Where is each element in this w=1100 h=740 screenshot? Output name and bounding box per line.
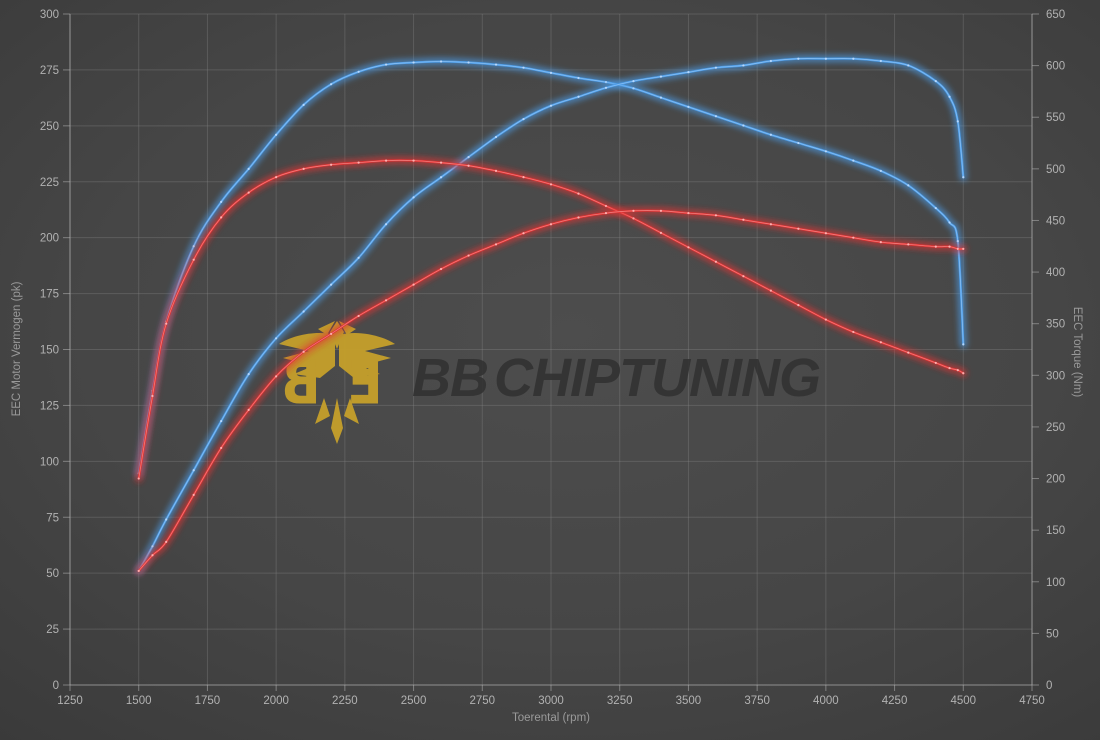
emblem-glyph-right: E <box>347 346 383 418</box>
svg-text:650: 650 <box>1046 9 1065 21</box>
svg-text:450: 450 <box>1046 215 1065 227</box>
svg-text:4500: 4500 <box>950 695 976 707</box>
svg-text:200: 200 <box>40 233 59 245</box>
svg-text:2750: 2750 <box>469 695 495 707</box>
svg-text:1250: 1250 <box>57 695 83 707</box>
y-right-axis-title: EEC Torque (Nm) <box>1071 306 1083 398</box>
svg-text:600: 600 <box>1046 61 1065 73</box>
svg-text:125: 125 <box>40 400 59 412</box>
blue-power-curve <box>134 54 968 576</box>
gridlines <box>69 13 1033 685</box>
x-tick-labels: 1250 1500 1750 2000 2250 2500 2750 3000 3250 3500… <box>57 695 1045 707</box>
svg-text:275: 275 <box>40 65 59 77</box>
svg-text:400: 400 <box>1046 267 1065 279</box>
red-power-markers <box>137 209 965 573</box>
svg-text:3250: 3250 <box>607 695 633 707</box>
svg-text:250: 250 <box>1046 422 1065 434</box>
red-power-curve <box>134 206 968 576</box>
svg-text:100: 100 <box>40 456 59 468</box>
svg-text:4750: 4750 <box>1019 695 1045 707</box>
svg-text:300: 300 <box>40 9 59 21</box>
svg-text:300: 300 <box>1046 370 1065 382</box>
blue-torque-curve <box>134 57 968 478</box>
svg-text:50: 50 <box>46 568 59 580</box>
svg-text:2000: 2000 <box>263 695 289 707</box>
blue-power-markers <box>137 57 965 573</box>
svg-text:175: 175 <box>40 289 59 301</box>
tick-marks <box>63 13 1039 691</box>
svg-text:150: 150 <box>1046 525 1065 537</box>
y-right-tick-labels: 0 50 100 150 200 250 300 350 400 450 500 550 600 650 <box>1046 9 1065 692</box>
svg-text:1500: 1500 <box>126 695 152 707</box>
svg-text:100: 100 <box>1046 577 1065 589</box>
svg-text:250: 250 <box>40 121 59 133</box>
brand-text-rest: CHIPTUNING <box>494 348 821 408</box>
svg-text:2500: 2500 <box>401 695 427 707</box>
axis-spines <box>69 14 1033 686</box>
eagle-emblem-icon <box>279 321 395 444</box>
y-left-axis-title: EEC Motor Vermogen (pk) <box>11 281 23 417</box>
svg-text:4250: 4250 <box>882 695 908 707</box>
svg-text:200: 200 <box>1046 474 1065 486</box>
svg-text:3750: 3750 <box>744 695 770 707</box>
x-axis-title: Toerental (rpm) <box>512 712 590 724</box>
svg-text:0: 0 <box>53 680 59 692</box>
svg-text:2250: 2250 <box>332 695 358 707</box>
emblem-glyph-left: B <box>281 346 321 418</box>
svg-text:550: 550 <box>1046 112 1065 124</box>
svg-text:25: 25 <box>46 624 59 636</box>
svg-text:500: 500 <box>1046 164 1065 176</box>
svg-text:225: 225 <box>40 177 59 189</box>
svg-text:0: 0 <box>1046 680 1052 692</box>
svg-text:3500: 3500 <box>676 695 702 707</box>
svg-text:1750: 1750 <box>195 695 221 707</box>
svg-text:50: 50 <box>1046 628 1059 640</box>
red-torque-curve <box>134 155 968 484</box>
brand-emblem-icon: B E <box>277 318 397 453</box>
brand-text: BB CHIPTUNING <box>412 348 821 408</box>
y-left-tick-labels: 0 25 50 75 100 125 150 175 200 225 250 275 300 <box>40 9 59 692</box>
blue-torque-markers <box>137 60 965 475</box>
svg-text:350: 350 <box>1046 319 1065 331</box>
red-torque-markers <box>137 159 965 480</box>
svg-text:3000: 3000 <box>538 695 564 707</box>
svg-text:150: 150 <box>40 345 59 357</box>
svg-text:75: 75 <box>46 512 59 524</box>
brand-text-bold: BB <box>412 348 489 408</box>
svg-text:4000: 4000 <box>813 695 839 707</box>
